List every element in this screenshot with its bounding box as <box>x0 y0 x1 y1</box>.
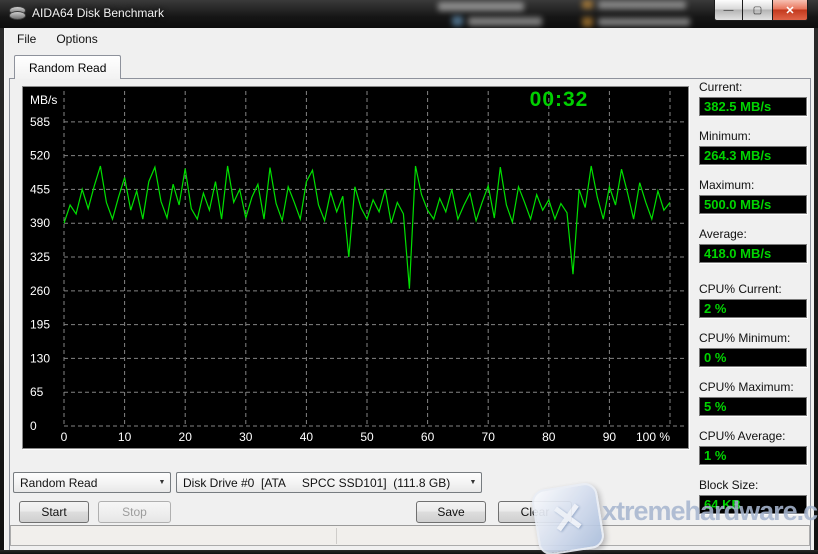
menu-file[interactable]: File <box>17 31 37 46</box>
stat-label: CPU% Average: <box>699 429 786 443</box>
titlebar[interactable]: AIDA64 Disk Benchmark — ▢ ✕ <box>0 0 818 28</box>
elapsed-timer: 00:32 <box>529 88 589 111</box>
svg-text:455: 455 <box>30 182 50 196</box>
svg-text:80: 80 <box>542 430 556 444</box>
menubar: File Options <box>5 28 814 50</box>
stat-cpu-average: CPU% Average: 1 % <box>699 429 807 465</box>
stat-value: 500.0 MB/s <box>699 195 807 214</box>
stat-value: 0 % <box>699 348 807 367</box>
glass-reflection <box>452 16 463 26</box>
stop-button: Stop <box>98 501 171 523</box>
glass-reflection <box>598 18 690 26</box>
menu-options[interactable]: Options <box>56 31 98 46</box>
svg-text:40: 40 <box>300 430 314 444</box>
tab-page: MB/s 65 130 195 260 325 390 455 520 585 0 0 10 20 30 40… <box>9 78 811 552</box>
stat-cpu-current: CPU% Current: 2 % <box>699 282 807 318</box>
svg-text:90: 90 <box>603 430 617 444</box>
svg-text:70: 70 <box>482 430 496 444</box>
benchmark-type-select[interactable]: Random Read ▼ <box>13 472 171 493</box>
svg-text:100 %: 100 % <box>636 430 670 444</box>
glass-reflection <box>582 0 593 9</box>
svg-text:585: 585 <box>30 115 50 129</box>
window-title: AIDA64 Disk Benchmark <box>32 6 165 20</box>
stat-cpu-minimum: CPU% Minimum: 0 % <box>699 331 807 367</box>
svg-text:520: 520 <box>30 149 50 163</box>
chart-canvas: MB/s 65 130 195 260 325 390 455 520 585 0 0 10 20 30 40… <box>30 91 684 444</box>
app-icon <box>9 6 26 21</box>
stat-value: 5 % <box>699 397 807 416</box>
glass-reflection <box>438 2 524 11</box>
window-controls: — ▢ ✕ <box>714 0 808 21</box>
stat-label: CPU% Maximum: <box>699 380 794 394</box>
stat-value: 382.5 MB/s <box>699 97 807 116</box>
stat-value: 64 KB <box>699 495 807 514</box>
svg-text:20: 20 <box>179 430 193 444</box>
svg-text:65: 65 <box>30 385 44 399</box>
minimize-icon: — <box>723 4 734 16</box>
stat-maximum: Maximum: 500.0 MB/s <box>699 178 807 214</box>
stat-value: 1 % <box>699 446 807 465</box>
stat-current: Current: 382.5 MB/s <box>699 80 807 116</box>
glass-reflection <box>598 1 686 9</box>
window-border <box>0 550 818 554</box>
maximize-button[interactable]: ▢ <box>743 0 772 21</box>
stat-label: Minimum: <box>699 129 752 143</box>
clear-button[interactable]: Clear <box>498 501 572 523</box>
close-button[interactable]: ✕ <box>772 0 808 21</box>
svg-text:30: 30 <box>239 430 253 444</box>
glass-reflection <box>468 17 542 26</box>
tab-strip: Random Read <box>5 50 814 79</box>
svg-text:390: 390 <box>30 216 50 230</box>
stat-block-size: Block Size: 64 KB <box>699 478 807 514</box>
chevron-down-icon: ▼ <box>469 479 477 486</box>
status-bar-divider <box>336 528 337 544</box>
stats-panel: Current: 382.5 MB/s Minimum: 264.3 MB/s … <box>699 80 807 527</box>
svg-text:10: 10 <box>118 430 132 444</box>
svg-text:0: 0 <box>30 419 37 433</box>
status-bar <box>10 525 810 546</box>
glass-reflection <box>582 17 593 27</box>
window-border <box>814 28 818 554</box>
stat-average: Average: 418.0 MB/s <box>699 227 807 263</box>
disk-drive-select[interactable]: Disk Drive #0 [ATA SPCC SSD101] (111.8 G… <box>176 472 482 493</box>
maximize-icon: ▢ <box>752 4 763 16</box>
stat-label: Average: <box>699 227 747 241</box>
stat-label: Maximum: <box>699 178 755 192</box>
svg-text:MB/s: MB/s <box>30 93 57 107</box>
svg-text:130: 130 <box>30 351 50 365</box>
svg-text:260: 260 <box>30 284 50 298</box>
stat-minimum: Minimum: 264.3 MB/s <box>699 129 807 165</box>
svg-text:50: 50 <box>360 430 374 444</box>
stat-cpu-maximum: CPU% Maximum: 5 % <box>699 380 807 416</box>
minimize-button[interactable]: — <box>714 0 743 21</box>
stat-label: CPU% Current: <box>699 282 782 296</box>
svg-text:0: 0 <box>61 430 68 444</box>
client-area: File Options Random Read MB/s 65 130 195 260… <box>4 28 814 552</box>
stat-value: 2 % <box>699 299 807 318</box>
close-icon: ✕ <box>785 4 795 17</box>
window-border <box>0 28 4 554</box>
start-button[interactable]: Start <box>19 501 89 523</box>
chevron-down-icon: ▼ <box>158 479 166 486</box>
stat-label: CPU% Minimum: <box>699 331 791 345</box>
svg-text:325: 325 <box>30 250 50 264</box>
stat-label: Block Size: <box>699 478 759 492</box>
svg-text:60: 60 <box>421 430 435 444</box>
benchmark-chart: MB/s 65 130 195 260 325 390 455 520 585 0 0 10 20 30 40… <box>22 86 689 449</box>
benchmark-type-value: Random Read <box>20 475 98 490</box>
stat-value: 264.3 MB/s <box>699 146 807 165</box>
disk-drive-value: Disk Drive #0 [ATA SPCC SSD101] (111.8 G… <box>183 475 451 490</box>
tab-random-read[interactable]: Random Read <box>14 55 122 79</box>
save-button[interactable]: Save <box>416 501 486 523</box>
svg-text:195: 195 <box>30 318 50 332</box>
stat-label: Current: <box>699 80 743 94</box>
stat-value: 418.0 MB/s <box>699 244 807 263</box>
